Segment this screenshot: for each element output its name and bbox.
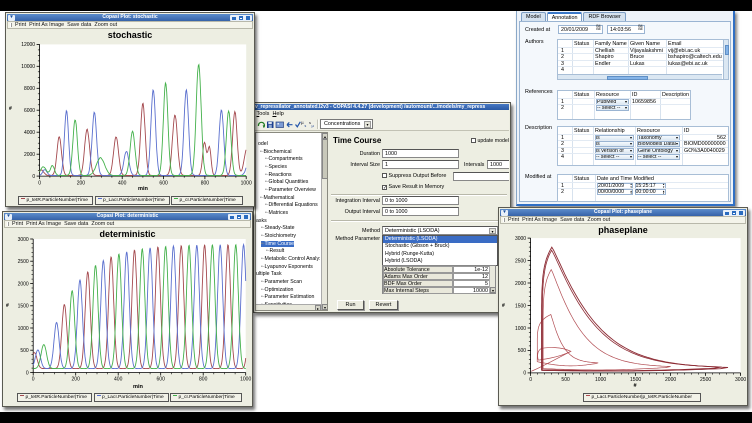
svg-text:500: 500 <box>561 377 570 383</box>
svg-text:8000: 8000 <box>24 86 35 92</box>
svg-text:0: 0 <box>523 371 526 377</box>
svg-text:0: 0 <box>529 377 532 383</box>
svg-text:1000: 1000 <box>515 326 526 332</box>
svg-text:2000: 2000 <box>515 281 526 287</box>
svg-text:200: 200 <box>72 377 81 383</box>
svg-text:0: 0 <box>26 370 29 376</box>
svg-text:3000: 3000 <box>735 377 746 383</box>
svg-text:0: 0 <box>32 174 35 180</box>
svg-text:6000: 6000 <box>24 108 35 114</box>
svg-text:1000: 1000 <box>241 180 252 186</box>
svg-text:3000: 3000 <box>515 236 526 242</box>
svg-text:400: 400 <box>114 377 123 383</box>
svg-text:600: 600 <box>159 180 168 186</box>
svg-text:2000: 2000 <box>665 377 676 383</box>
svg-text:3000: 3000 <box>18 237 29 243</box>
svg-text:1000: 1000 <box>240 377 251 383</box>
svg-text:0: 0 <box>32 377 35 383</box>
svg-text:s: s <box>305 124 307 128</box>
svg-text:500: 500 <box>518 348 527 354</box>
svg-text:500: 500 <box>20 348 29 354</box>
svg-text:2500: 2500 <box>700 377 711 383</box>
svg-text:600: 600 <box>157 377 166 383</box>
svg-text:min: min <box>138 186 149 191</box>
svg-text:4000: 4000 <box>24 130 35 136</box>
svg-text:1500: 1500 <box>18 304 29 310</box>
svg-text:800: 800 <box>199 377 208 383</box>
svg-text:12000: 12000 <box>21 42 35 48</box>
svg-text:1000: 1000 <box>595 377 606 383</box>
svg-text:2000: 2000 <box>24 152 35 158</box>
svg-text:200: 200 <box>77 180 86 186</box>
svg-text:min: min <box>133 384 144 390</box>
svg-text:2500: 2500 <box>515 258 526 264</box>
svg-text:µ: µ <box>312 123 315 128</box>
svg-text:400: 400 <box>118 180 127 186</box>
svg-text:2500: 2500 <box>18 259 29 265</box>
svg-text:2000: 2000 <box>18 281 29 287</box>
svg-text:800: 800 <box>201 180 210 186</box>
svg-text:10000: 10000 <box>21 64 35 70</box>
svg-text:0: 0 <box>38 180 41 186</box>
svg-text:#: # <box>633 383 637 389</box>
svg-text:1500: 1500 <box>515 303 526 309</box>
svg-text:1000: 1000 <box>18 326 29 332</box>
